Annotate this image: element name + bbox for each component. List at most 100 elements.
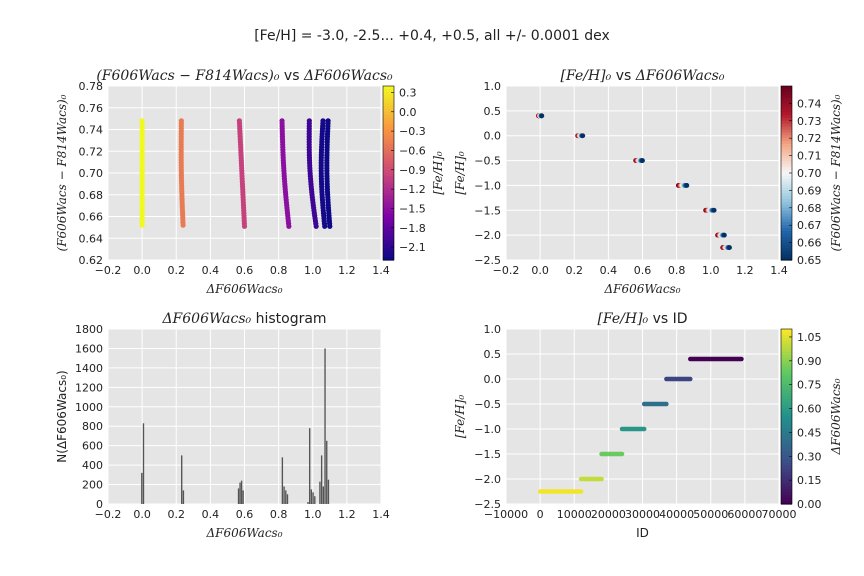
p1-point (320, 118, 326, 124)
p1-colorbar-cell (383, 167, 394, 171)
p2-colorbar-cell (781, 117, 792, 122)
p1-ytick-label: 0.76 (79, 102, 104, 115)
p3-bar (307, 502, 309, 504)
p2-colorbar-cell (781, 97, 792, 102)
p2-title-math: [Fe/H]₀ (561, 68, 612, 84)
p4-colorbar-cell (781, 375, 792, 380)
p1-colorbar-cell (383, 170, 394, 174)
p4-xtick-label: 30000 (625, 508, 660, 521)
p2-colorbar-cell (781, 115, 792, 119)
p3-bar (324, 348, 326, 504)
p2-colorbar-cell (781, 91, 792, 96)
p3-bar (320, 455, 323, 504)
p3-bar (237, 488, 240, 504)
p3-ytick-label: 600 (82, 440, 103, 453)
p1-colorbar-cell (383, 204, 394, 209)
p3-xtick-label: 1.2 (338, 508, 356, 521)
p3-bar (308, 428, 311, 504)
p1-xtick-label: 0.0 (133, 264, 151, 277)
p2-colorbar-cell (781, 216, 792, 220)
p4-colorbar-label: ΔF606Wacs₀ (829, 378, 843, 455)
p4-axes: −10000 0 10000 20000 30000 40000 50000 60000 700… (453, 311, 797, 540)
p4-colorbar-tick-label: 1.05 (797, 331, 822, 344)
p4-colorbar-cell (781, 404, 792, 409)
p4-colorbar-cell (781, 361, 792, 365)
p4-xtick-label: 50000 (693, 508, 728, 521)
p3-bar (240, 480, 243, 504)
p3-xtick-label: −0.2 (95, 508, 122, 521)
p2-colorbar-cell (781, 175, 792, 180)
p4-colorbar-cell (781, 442, 792, 447)
p1-ytick-label: 0.74 (79, 124, 104, 137)
p4-colorbar-cell (781, 393, 792, 397)
p4-colorbar-cell (781, 463, 792, 467)
p4-title: [Fe/H]₀ vs ID (597, 311, 687, 327)
p1-colorbar-cell (383, 248, 394, 252)
p2-colorbar-cell (781, 225, 792, 229)
p1-colorbar-cell (383, 228, 394, 232)
p4-colorbar-cell (781, 431, 792, 435)
p1-point (178, 118, 184, 124)
p1-title-math2: ΔF606Wacs₀ (303, 68, 393, 84)
p1-colorbar-tick-label: −0.3 (399, 125, 426, 138)
p4-colorbar-cell (781, 483, 792, 488)
p2-colorbar-cell (781, 254, 792, 258)
p4-colorbar-cell (781, 399, 792, 403)
p2-colorbar-cell (781, 135, 792, 139)
p4-colorbar-cell (781, 486, 792, 491)
p2-colorbar-tick-label: 0.73 (797, 115, 822, 128)
p1-colorbar-cell (383, 190, 394, 194)
p4-ytick-label: −2.5 (474, 498, 501, 511)
p4-colorbar-cell (781, 445, 792, 450)
p2-xtick-label: 0.0 (531, 264, 549, 277)
p2-colorbar-cell (781, 158, 792, 162)
p3-bar (181, 455, 183, 504)
p2-xtick-label: 1.2 (736, 264, 754, 277)
p3-bar (142, 423, 145, 504)
p4-colorbar-cell (781, 407, 792, 412)
p4-xtick-label: 70000 (762, 508, 797, 521)
p4-colorbar-cell (781, 501, 792, 505)
p2-colorbar-cell (781, 112, 792, 116)
p4-ytick-label: 1.0 (484, 323, 502, 336)
p2-colorbar-label: (F606Wacs − F814Wacs)₀ (829, 94, 843, 251)
p3-bar (310, 489, 313, 504)
p2-colorbar-cell (781, 173, 792, 177)
p1-colorbar-cell (383, 158, 394, 162)
p2-colorbar-cell (781, 187, 792, 191)
p3-xtick-label: 0.0 (133, 508, 151, 521)
p4-colorbar-cell (781, 390, 792, 394)
p4-colorbar-tick-label: 0.15 (797, 474, 822, 487)
p4-xtick-label: −10000 (484, 508, 528, 521)
p2-colorbar-cell (781, 152, 792, 157)
p4-colorbar-cell (781, 331, 792, 336)
p2-colorbar-tick-label: 0.72 (797, 132, 822, 145)
p2-xtick-label: 1.0 (702, 264, 720, 277)
p1-colorbar-cell (383, 254, 394, 258)
p4-colorbar-cell (781, 436, 792, 441)
p2-xtick-label: 0.2 (566, 264, 584, 277)
p4-ytick-label: −1.0 (474, 423, 501, 436)
p1-colorbar-cell (383, 181, 394, 186)
p4-ytick-label: −0.5 (474, 398, 501, 411)
p2-colorbar-cell (781, 178, 792, 183)
p1-xtick-label: 0.4 (202, 264, 220, 277)
p4-colorbar-tick-label: 0.45 (797, 426, 822, 439)
p1-colorbar-tick-label: −0.9 (399, 164, 426, 177)
p4-colorbar-tick-label: 0.60 (797, 403, 822, 416)
p3-ytick-label: 1800 (75, 323, 103, 336)
p1-colorbar-cell (383, 175, 394, 180)
p1-colorbar-cell (383, 242, 394, 247)
p2-colorbar-cell (781, 88, 792, 93)
p4-colorbar-cell (781, 466, 792, 470)
p1-colorbar-cell (383, 115, 394, 119)
p3-ytick-label: 1200 (75, 381, 103, 394)
p2-xlabel: ΔF606Wacs₀ (603, 282, 680, 296)
p1-ylabel: (F606Wacs − F814Wacs)₀ (55, 94, 69, 251)
p4-colorbar-cell (781, 381, 792, 386)
p2-xtick-label: 1.4 (770, 264, 788, 277)
p2-ylabel: [Fe/H]₀ (453, 151, 467, 195)
p4-colorbar-cell (781, 358, 792, 362)
p1-colorbar-cell (383, 120, 394, 125)
p1-colorbar-cell (383, 196, 394, 200)
